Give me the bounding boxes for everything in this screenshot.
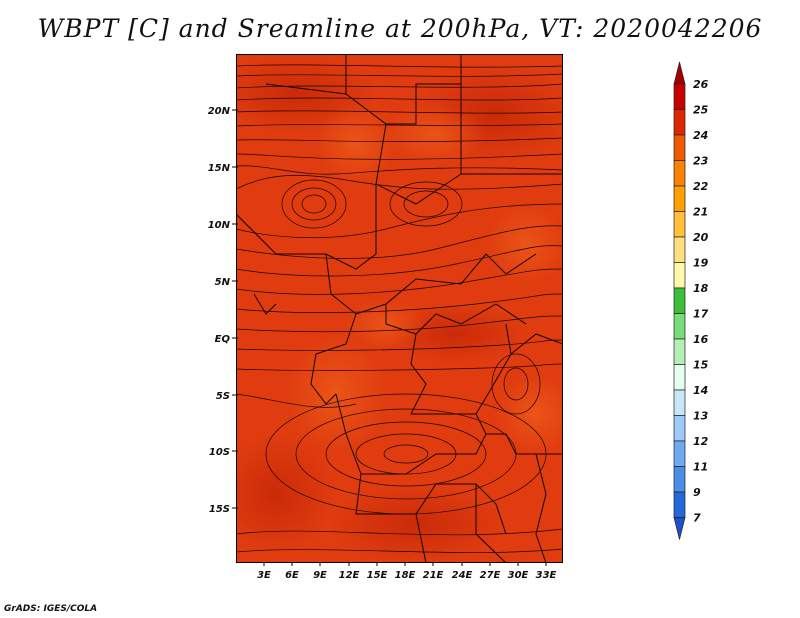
colorbar-label: 24 [693,129,708,142]
lat-label: 5N [215,277,231,288]
lat-label: 10N [208,220,231,231]
colorbar-cap-top [673,61,686,85]
streamlines [235,64,564,553]
lon-label: 9E [313,570,327,581]
colorbar-swatch [673,83,686,110]
colorbar: 26 25 24 23 22 21 20 19 18 17 16 15 14 13 12 11 9 7 [673,61,709,540]
colorbar-label: 14 [693,384,708,397]
colorbar-label: 16 [693,333,709,346]
colorbar-label: 20 [693,231,709,244]
lat-axis: 20N 15N 10N 5N EQ 5S 10S 15S [208,106,238,515]
colorbar-swatch [673,287,686,314]
colorbar-label: 11 [693,461,708,474]
lat-label: 15N [208,163,231,174]
lon-label: 24E [452,570,473,581]
credit-text: GrADS: IGES/COLA [4,604,98,614]
colorbar-label: 18 [693,282,709,295]
lon-label: 3E [257,570,271,581]
lon-label: 15E [367,570,388,581]
colorbar-swatch [673,134,686,161]
lat-label: 15S [209,504,230,515]
country-borders [235,54,564,564]
lon-label: 12E [339,570,360,581]
colorbar-swatch [673,440,686,467]
colorbar-swatch [673,185,686,212]
plot-title: WBPT [C] and Sreamline at 200hPa, VT: 20… [37,14,763,43]
lon-label: 6E [285,570,299,581]
colorbar-swatch [673,109,686,136]
map-border [236,54,563,563]
colorbar-label: 25 [693,104,709,117]
colorbar-swatch [673,262,686,289]
map-panel [216,54,576,564]
colorbar-label: 7 [693,512,701,525]
colorbar-cap-bottom [673,517,686,540]
colorbar-label: 26 [693,78,709,91]
colorbar-swatch [673,491,686,518]
colorbar-label: 12 [693,435,709,448]
lat-label: 20N [208,106,231,117]
colorbar-swatch [673,466,686,493]
lat-label: EQ [215,334,231,345]
colorbar-swatch [673,236,686,263]
colorbar-label: 13 [693,410,709,423]
colorbar-swatch [673,415,686,442]
map-field [216,54,576,564]
colorbar-label: 9 [693,486,701,499]
lon-axis: 3E 6E 9E 12E 15E 18E 21E 24E 27E 30E 33E [257,562,557,581]
colorbar-label: 17 [693,308,709,321]
colorbar-swatch [673,338,686,365]
lon-label: 21E [423,570,444,581]
colorbar-label: 15 [693,359,709,372]
lat-label: 10S [209,447,230,458]
lat-label: 5S [216,391,230,402]
lon-label: 18E [395,570,416,581]
colorbar-label: 22 [693,180,709,193]
colorbar-swatch [673,313,686,340]
colorbar-swatch [673,160,686,187]
colorbar-label: 19 [693,257,709,270]
colorbar-label: 23 [693,155,709,168]
lon-label: 30E [508,570,529,581]
colorbar-swatch [673,389,686,416]
colorbar-swatch [673,211,686,238]
lon-label: 27E [480,570,501,581]
colorbar-label: 21 [693,206,708,219]
colorbar-swatch [673,364,686,391]
lon-label: 33E [536,570,557,581]
